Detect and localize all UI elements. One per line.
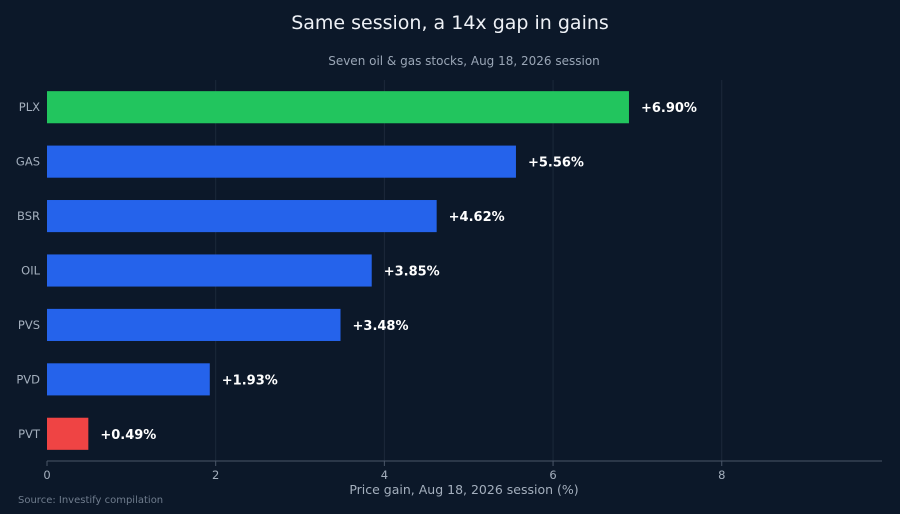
chart-subtitle: Seven oil & gas stocks, Aug 18, 2026 ses… [328,54,600,68]
y-tick-label: BSR [17,209,40,223]
value-label: +3.85% [384,265,440,280]
bar-pvs [47,308,341,341]
value-label: +4.62% [449,210,505,225]
value-labels: +6.90% +5.56% +4.62% +3.85% +3.48% +1.93% +0.4… [100,101,697,443]
bar-bsr [47,200,437,233]
value-label: +3.48% [353,319,409,334]
chart-title: Same session, a 14x gap in gains [291,12,609,34]
x-axis-ticks: 0 2 4 6 8 [43,461,725,482]
source-note: Source: Investify compilation [18,495,163,506]
value-label: +1.93% [222,373,278,388]
value-label: +0.49% [100,428,156,443]
x-tick-label: 6 [549,468,556,482]
y-tick-label: PLX [19,100,40,114]
x-tick-label: 2 [212,468,219,482]
value-label: +6.90% [641,101,697,116]
value-label: +5.56% [528,156,584,171]
x-axis-label: Price gain, Aug 18, 2026 session (%) [349,482,578,497]
bar-pvd [47,363,210,396]
bars [47,91,629,450]
y-tick-label: GAS [16,155,40,169]
x-tick-label: 0 [43,468,50,482]
bar-oil [47,254,372,287]
bar-plx [47,91,629,124]
bar-gas [47,145,516,178]
y-tick-label: PVT [18,427,41,441]
x-tick-label: 8 [718,468,725,482]
x-tick-label: 4 [381,468,388,482]
bar-pvt [47,417,89,450]
y-axis-tick-labels: PLX GAS BSR OIL PVS PVD PVT [16,100,41,441]
y-tick-label: OIL [21,264,40,278]
y-tick-label: PVS [18,318,40,332]
y-tick-label: PVD [16,372,40,386]
